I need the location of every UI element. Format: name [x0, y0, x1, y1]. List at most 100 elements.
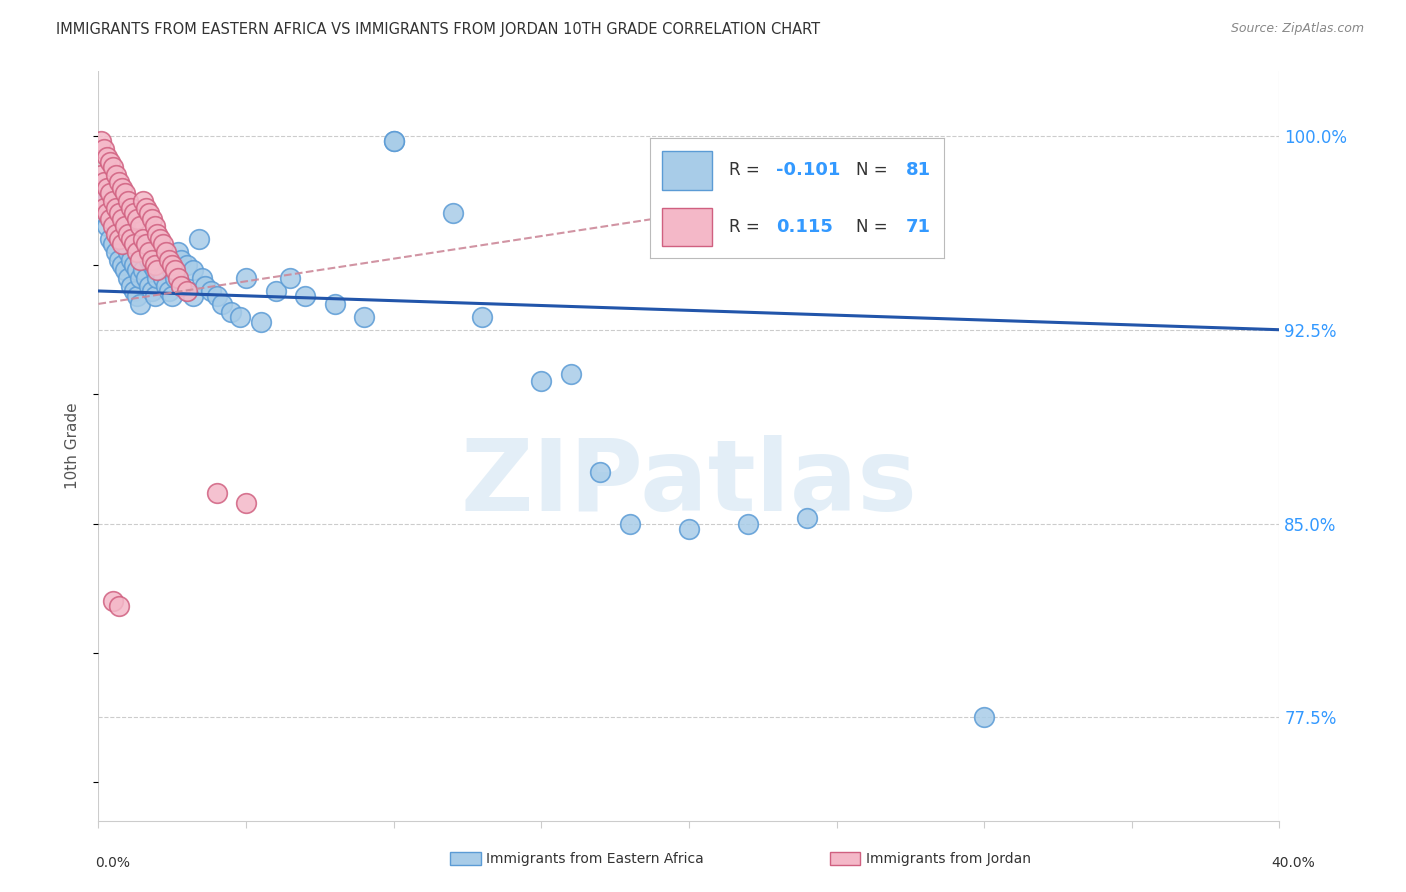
Point	[157, 284, 180, 298]
Point	[128, 219, 150, 234]
Point	[146, 271, 169, 285]
Point	[181, 289, 204, 303]
Point	[149, 232, 172, 246]
Point	[141, 211, 163, 226]
Point	[211, 297, 233, 311]
Point	[167, 271, 190, 285]
Point	[973, 710, 995, 724]
Point	[103, 211, 125, 226]
Point	[108, 599, 131, 614]
Point	[141, 252, 163, 267]
Point	[205, 485, 228, 500]
Point	[111, 211, 134, 226]
Point	[105, 202, 128, 216]
Point	[200, 284, 222, 298]
Point	[441, 206, 464, 220]
Point	[132, 263, 155, 277]
Point	[125, 289, 148, 303]
Y-axis label: 10th Grade: 10th Grade	[65, 402, 80, 490]
Point	[176, 258, 198, 272]
Point	[108, 227, 131, 241]
Point	[143, 289, 166, 303]
Point	[108, 206, 131, 220]
Point	[170, 278, 193, 293]
Text: IMMIGRANTS FROM EASTERN AFRICA VS IMMIGRANTS FROM JORDAN 10TH GRADE CORRELATION : IMMIGRANTS FROM EASTERN AFRICA VS IMMIGR…	[56, 22, 820, 37]
Point	[128, 271, 150, 285]
Text: ZIPatlas: ZIPatlas	[461, 435, 917, 532]
Point	[143, 258, 166, 272]
Point	[90, 194, 112, 208]
Point	[138, 206, 160, 220]
Point	[135, 245, 157, 260]
Point	[191, 271, 214, 285]
Text: 0.115: 0.115	[776, 218, 834, 235]
Point	[98, 206, 121, 220]
Point	[125, 211, 148, 226]
Point	[135, 202, 157, 216]
Point	[125, 263, 148, 277]
Text: 40.0%: 40.0%	[1271, 855, 1315, 870]
Point	[96, 180, 118, 194]
Point	[294, 289, 316, 303]
Point	[114, 263, 136, 277]
Point	[205, 289, 228, 303]
Point	[187, 232, 209, 246]
Point	[155, 245, 177, 260]
Point	[737, 516, 759, 531]
Point	[120, 252, 142, 267]
Bar	[661, 151, 711, 190]
Point	[135, 237, 157, 252]
Point	[165, 263, 187, 277]
Point	[235, 271, 257, 285]
Point	[135, 271, 157, 285]
Point	[122, 284, 145, 298]
Point	[114, 237, 136, 252]
Point	[93, 202, 115, 216]
Point	[323, 297, 346, 311]
Point	[235, 496, 257, 510]
Point	[152, 245, 174, 260]
Point	[111, 237, 134, 252]
Point	[111, 232, 134, 246]
Point	[678, 522, 700, 536]
Point	[152, 237, 174, 252]
Point	[146, 263, 169, 277]
Point	[132, 194, 155, 208]
Point	[149, 237, 172, 252]
Point	[146, 232, 169, 246]
Point	[128, 252, 150, 267]
Text: Immigrants from Eastern Africa: Immigrants from Eastern Africa	[486, 852, 704, 865]
Point	[111, 180, 134, 194]
Point	[155, 278, 177, 293]
Point	[143, 263, 166, 277]
Text: -0.101: -0.101	[776, 161, 841, 179]
Point	[93, 142, 115, 156]
Point	[105, 219, 128, 234]
Point	[93, 180, 115, 194]
Point	[114, 219, 136, 234]
Point	[170, 252, 193, 267]
Point	[114, 186, 136, 200]
Point	[229, 310, 252, 324]
Point	[108, 252, 131, 267]
Point	[157, 252, 180, 267]
Point	[221, 304, 243, 318]
Text: Source: ZipAtlas.com: Source: ZipAtlas.com	[1230, 22, 1364, 36]
Point	[96, 150, 118, 164]
Point	[117, 271, 139, 285]
Point	[103, 594, 125, 608]
Text: R =: R =	[730, 161, 765, 179]
Point	[155, 252, 177, 267]
Text: 81: 81	[905, 161, 931, 179]
Point	[138, 252, 160, 267]
Point	[96, 206, 118, 220]
Point	[165, 271, 187, 285]
Point	[98, 186, 121, 200]
Point	[117, 245, 139, 260]
Point	[250, 315, 273, 329]
Point	[103, 194, 125, 208]
Point	[111, 258, 134, 272]
Point	[280, 271, 302, 285]
Text: N =: N =	[856, 218, 893, 235]
Point	[122, 258, 145, 272]
